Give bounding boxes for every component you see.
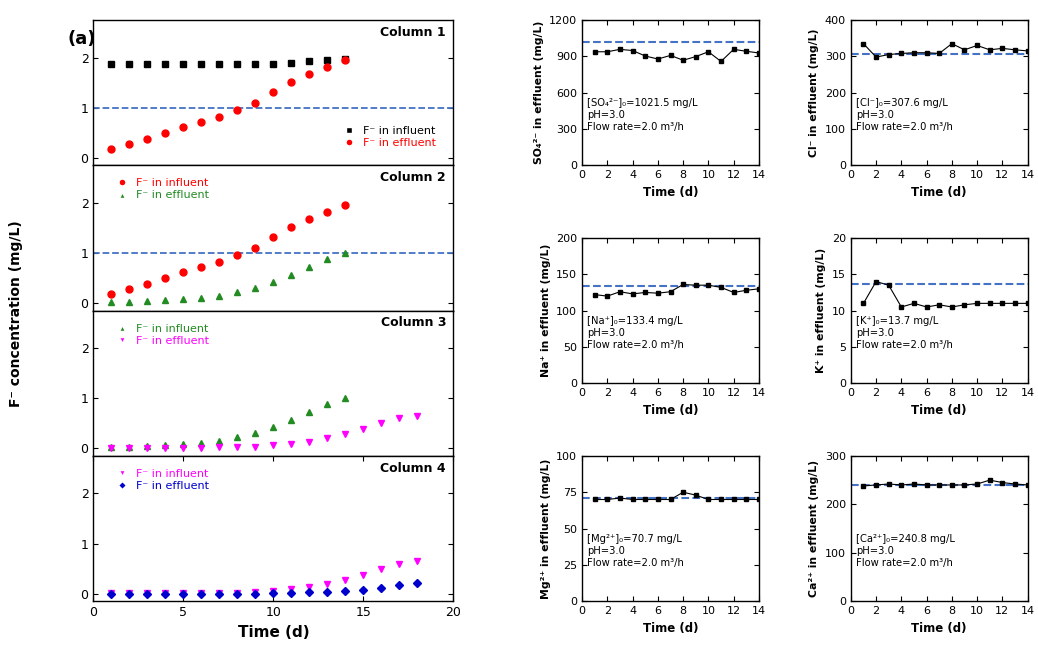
Y-axis label: Cl⁻ in effluent (mg/L): Cl⁻ in effluent (mg/L): [810, 29, 819, 157]
Text: [Na⁺]₀=133.4 mg/L
pH=3.0
Flow rate=2.0 m³/h: [Na⁺]₀=133.4 mg/L pH=3.0 Flow rate=2.0 m…: [588, 317, 684, 349]
Legend: F⁻ in influent, F⁻ in effluent: F⁻ in influent, F⁻ in effluent: [333, 122, 440, 152]
X-axis label: Time (d): Time (d): [643, 622, 699, 635]
X-axis label: Time (d): Time (d): [643, 186, 699, 199]
X-axis label: Time (d): Time (d): [911, 186, 967, 199]
Y-axis label: K⁺ in effluent (mg/L): K⁺ in effluent (mg/L): [816, 248, 826, 373]
Text: Column 1: Column 1: [381, 26, 446, 39]
Legend: F⁻ in influent, F⁻ in effluent: F⁻ in influent, F⁻ in effluent: [106, 174, 214, 205]
Legend: F⁻ in influent, F⁻ in effluent: F⁻ in influent, F⁻ in effluent: [106, 464, 214, 496]
Y-axis label: Mg²⁺ in effluent (mg/L): Mg²⁺ in effluent (mg/L): [541, 458, 551, 599]
Text: F⁻ concentration (mg/L): F⁻ concentration (mg/L): [8, 220, 23, 407]
X-axis label: Time (d): Time (d): [643, 403, 699, 417]
Text: [Cl⁻]₀=307.6 mg/L
pH=3.0
Flow rate=2.0 m³/h: [Cl⁻]₀=307.6 mg/L pH=3.0 Flow rate=2.0 m…: [856, 98, 953, 132]
Text: Column 3: Column 3: [381, 317, 446, 329]
Y-axis label: Na⁺ in effluent (mg/L): Na⁺ in effluent (mg/L): [541, 244, 550, 377]
Text: [SO₄²⁻]₀=1021.5 mg/L
pH=3.0
Flow rate=2.0 m³/h: [SO₄²⁻]₀=1021.5 mg/L pH=3.0 Flow rate=2.…: [588, 98, 698, 132]
Y-axis label: SO₄²⁻ in effluent (mg/L): SO₄²⁻ in effluent (mg/L): [534, 21, 544, 164]
X-axis label: Time (d): Time (d): [911, 622, 967, 635]
Text: [Mg²⁺]₀=70.7 mg/L
pH=3.0
Flow rate=2.0 m³/h: [Mg²⁺]₀=70.7 mg/L pH=3.0 Flow rate=2.0 m…: [588, 534, 684, 568]
Text: Column 2: Column 2: [381, 171, 446, 184]
Text: [K⁺]₀=13.7 mg/L
pH=3.0
Flow rate=2.0 m³/h: [K⁺]₀=13.7 mg/L pH=3.0 Flow rate=2.0 m³/…: [856, 317, 953, 349]
Text: [Ca²⁺]₀=240.8 mg/L
pH=3.0
Flow rate=2.0 m³/h: [Ca²⁺]₀=240.8 mg/L pH=3.0 Flow rate=2.0 …: [856, 534, 955, 568]
Text: Column 4: Column 4: [381, 462, 446, 475]
X-axis label: Time (d): Time (d): [911, 403, 967, 417]
Text: (a): (a): [67, 30, 95, 48]
Y-axis label: Ca²⁺ in effluent (mg/L): Ca²⁺ in effluent (mg/L): [810, 460, 819, 597]
Legend: F⁻ in influent, F⁻ in effluent: F⁻ in influent, F⁻ in effluent: [106, 319, 214, 350]
X-axis label: Time (d): Time (d): [238, 625, 309, 640]
